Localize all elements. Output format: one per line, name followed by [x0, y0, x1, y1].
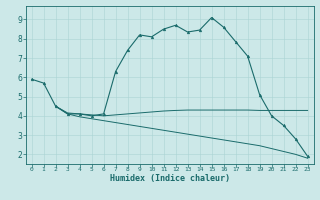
- X-axis label: Humidex (Indice chaleur): Humidex (Indice chaleur): [109, 174, 230, 183]
